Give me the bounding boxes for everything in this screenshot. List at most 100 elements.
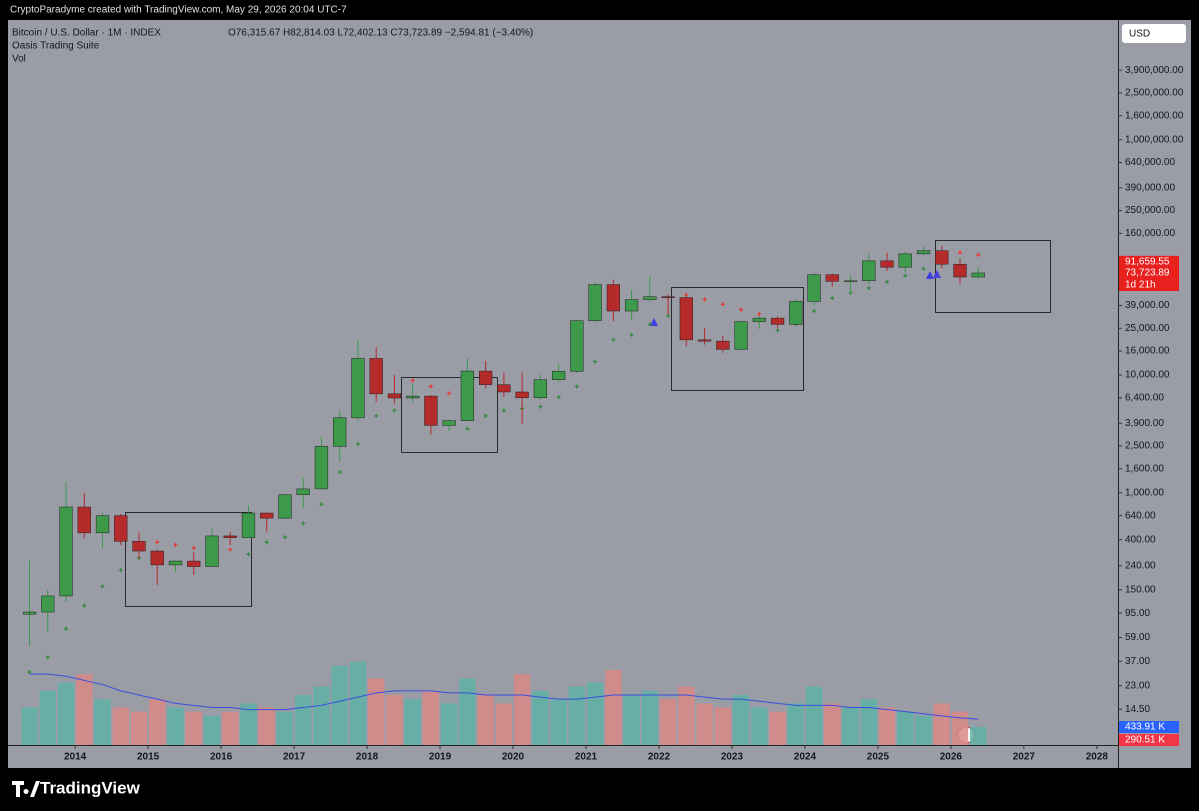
y-tick-label: 250,000.00: [1125, 205, 1175, 216]
volume-bar: [787, 703, 805, 745]
y-tick-label: 37.00: [1125, 656, 1150, 667]
ohlc: O76,315.67 H82,814.03 L72,402.13 C73,723…: [228, 28, 533, 39]
candle-body: [187, 560, 201, 567]
candle-body: [59, 506, 73, 597]
candle-body: [588, 284, 602, 321]
candle-body: [752, 317, 766, 322]
trail-point: [958, 250, 963, 255]
volume-bar: [222, 711, 239, 745]
trail-point: [246, 552, 251, 557]
volume-bar: [659, 699, 677, 745]
volume-bar: [951, 711, 969, 745]
x-tick-label: 2014: [64, 752, 87, 763]
candle-body: [898, 253, 912, 268]
volume-bar: [678, 686, 695, 745]
volume-bar: [532, 690, 549, 745]
trail-point: [228, 547, 233, 552]
x-tick-label: 2016: [210, 752, 233, 763]
x-tick-label: 2025: [867, 752, 890, 763]
candle-body: [515, 391, 529, 399]
volume-bar: [203, 715, 221, 745]
candle-body: [971, 272, 985, 278]
y-tick-label: 160,000.00: [1125, 228, 1175, 239]
volume-bar: [915, 715, 932, 745]
volume-bar: [185, 711, 202, 745]
trail-point: [666, 313, 671, 318]
candle-body: [533, 379, 548, 399]
volume-bar: [495, 703, 513, 745]
brand-logo: [12, 781, 40, 797]
brand: TradingView: [12, 778, 141, 797]
candle-body: [497, 384, 511, 393]
trail-point: [355, 441, 360, 446]
currency[interactable]: USD: [1129, 29, 1150, 40]
trail-point: [556, 395, 561, 400]
candle-body: [278, 494, 292, 519]
volume-bar: [349, 661, 367, 745]
y-tick-label: 240.00: [1125, 560, 1156, 571]
trail-point: [191, 545, 196, 550]
candle-body: [789, 301, 803, 325]
candle-body: [168, 560, 183, 566]
y-tick-label: 59.00: [1125, 632, 1150, 643]
candle-body: [643, 296, 657, 300]
price-label-bg: [1119, 255, 1179, 268]
candle-body: [880, 260, 894, 268]
candle-body: [679, 297, 693, 341]
x-tick-label: 2021: [575, 752, 598, 763]
volume-bar: [568, 686, 586, 745]
volume-bar: [897, 711, 914, 745]
trail-point: [611, 337, 616, 342]
trail-point: [830, 296, 835, 301]
trail-point: [82, 603, 87, 608]
candle-body: [460, 370, 475, 421]
volume-label: 433.91 K: [1125, 722, 1165, 733]
candle-body: [95, 515, 110, 534]
x-tick-label: 2018: [356, 752, 379, 763]
y-tick-label: 14.50: [1125, 704, 1150, 715]
volume-name: Vol: [12, 54, 26, 65]
candle-body: [406, 395, 420, 399]
candle-body: [260, 512, 274, 519]
box: [671, 287, 804, 391]
price-label: 91,659.55: [1125, 256, 1170, 267]
volume-bar: [130, 711, 148, 745]
volume-bar: [459, 678, 476, 745]
trail-point: [629, 332, 634, 337]
candle-body: [825, 274, 839, 282]
currency-box[interactable]: [1122, 24, 1186, 43]
volume-bar: [57, 682, 75, 745]
candle-body: [843, 280, 858, 283]
x-tick-label: 2026: [940, 752, 963, 763]
signals: [650, 270, 941, 326]
candle-body: [114, 515, 128, 542]
candle-body: [132, 541, 146, 552]
volume-bar: [21, 707, 38, 745]
x-tick-label: 2024: [794, 752, 817, 763]
price-axis-bg: [1119, 20, 1191, 768]
y-tick-label: 640,000.00: [1125, 157, 1175, 168]
volume-bar: [878, 707, 896, 745]
x-tick-label: 2017: [283, 752, 306, 763]
x-tick-label: 2023: [721, 752, 744, 763]
candle-body: [296, 488, 310, 495]
x-tick-label: 2022: [648, 752, 671, 763]
trail-point: [812, 309, 817, 314]
volume-bar: [696, 703, 713, 745]
volume-bar: [386, 695, 403, 745]
trail-point: [775, 328, 780, 333]
signal-triangle: [926, 271, 934, 279]
y-tick-label: 2,500,000.00: [1125, 88, 1184, 99]
candle-body: [314, 446, 329, 490]
volume-bar: [294, 695, 312, 745]
trail-point: [374, 413, 379, 418]
volume-bar: [623, 695, 640, 745]
candle-body: [223, 535, 237, 538]
y-tick-label: 25,000.00: [1125, 323, 1170, 334]
box: [401, 377, 498, 453]
candle-body: [862, 260, 876, 282]
x-tick-label: 2028: [1086, 752, 1109, 763]
volume-bar: [112, 707, 129, 745]
